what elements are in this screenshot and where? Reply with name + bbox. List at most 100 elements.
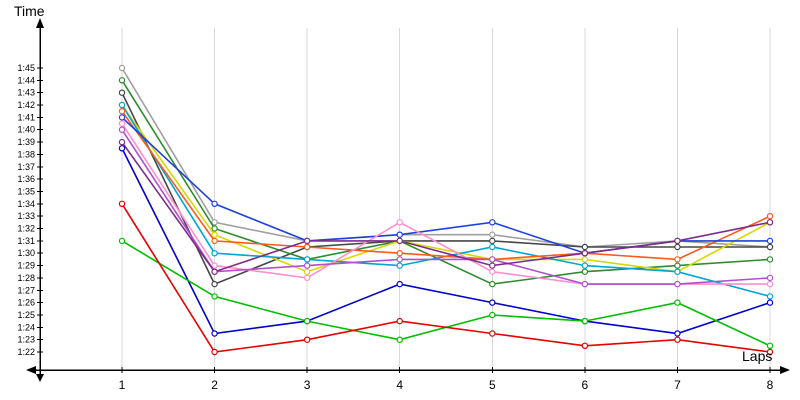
data-point-bright-green bbox=[118, 237, 126, 245]
data-point-pink bbox=[489, 268, 496, 275]
y-tick-label: 1:35 bbox=[17, 186, 35, 196]
data-point-pink bbox=[396, 219, 403, 226]
data-point-navy-blue bbox=[766, 299, 774, 306]
y-tick-label: 1:26 bbox=[17, 298, 35, 308]
data-point-cyan bbox=[674, 268, 681, 275]
y-tick-label: 1:27 bbox=[17, 285, 35, 295]
x-axis-left-arrow bbox=[26, 366, 36, 374]
data-point-cyan bbox=[766, 293, 774, 300]
data-point-red bbox=[581, 342, 589, 349]
series-line-purple bbox=[121, 141, 771, 273]
x-tick-label: 4 bbox=[396, 378, 403, 392]
data-point-bright-green bbox=[396, 336, 403, 343]
data-point-purple bbox=[118, 138, 126, 146]
data-point-gray bbox=[489, 231, 496, 238]
y-tick-label: 1:24 bbox=[17, 322, 35, 332]
data-point-violet bbox=[766, 274, 774, 282]
data-point-orange bbox=[674, 256, 681, 263]
data-point-bright-green bbox=[211, 293, 218, 300]
data-point-violet bbox=[581, 280, 589, 288]
data-point-orange bbox=[118, 107, 126, 115]
data-point-red bbox=[211, 348, 218, 356]
data-point-bright-green bbox=[766, 342, 774, 349]
y-tick-label: 1:41 bbox=[17, 112, 35, 122]
data-point-royal-blue bbox=[118, 114, 126, 121]
y-tick-label: 1:43 bbox=[17, 88, 35, 98]
x-tick-label: 5 bbox=[489, 378, 496, 392]
data-point-violet bbox=[303, 262, 311, 269]
data-point-dark-green bbox=[211, 225, 218, 232]
series-line-yellow bbox=[121, 104, 771, 273]
data-point-orange bbox=[396, 249, 403, 257]
data-point-orange bbox=[766, 212, 774, 220]
y-tick-label: 1:29 bbox=[17, 261, 35, 271]
x-tick-label: 1 bbox=[119, 378, 126, 392]
y-tick-label: 1:40 bbox=[17, 125, 35, 135]
y-tick-label: 1:33 bbox=[17, 211, 35, 221]
data-point-navy-blue bbox=[211, 330, 218, 337]
data-point-pink bbox=[211, 262, 218, 269]
data-point-purple bbox=[489, 262, 496, 269]
data-point-dark-green bbox=[118, 77, 126, 84]
data-point-bright-green bbox=[489, 311, 496, 319]
data-point-cyan bbox=[303, 256, 311, 263]
y-axis-down-arrow bbox=[36, 374, 44, 382]
data-point-cyan bbox=[211, 249, 218, 257]
y-tick-label: 1:37 bbox=[17, 162, 35, 172]
y-tick-label: 1:39 bbox=[17, 137, 35, 147]
data-point-bright-green bbox=[674, 299, 681, 306]
data-point-bright-green bbox=[581, 317, 589, 325]
data-point-cyan bbox=[489, 243, 496, 251]
data-point-red bbox=[489, 330, 496, 337]
data-point-bright-green bbox=[303, 317, 311, 325]
y-tick-label: 1:25 bbox=[17, 310, 35, 320]
data-point-dark-gray bbox=[118, 89, 126, 96]
data-point-red bbox=[674, 336, 681, 343]
data-point-royal-blue bbox=[489, 219, 496, 226]
data-point-cyan bbox=[118, 101, 126, 109]
data-point-navy-blue bbox=[674, 330, 681, 337]
y-tick-label: 1:38 bbox=[17, 149, 35, 159]
data-point-gray bbox=[211, 219, 218, 226]
x-tick-label: 6 bbox=[582, 378, 589, 392]
series-line-cyan bbox=[121, 104, 771, 298]
y-tick-label: 1:28 bbox=[17, 273, 35, 283]
data-point-purple bbox=[581, 249, 589, 257]
data-point-yellow bbox=[581, 256, 589, 263]
series-line-red bbox=[121, 203, 771, 353]
y-tick-label: 1:30 bbox=[17, 248, 35, 258]
y-tick-label: 1:36 bbox=[17, 174, 35, 184]
data-point-purple bbox=[766, 219, 774, 226]
y-tick-label: 1:23 bbox=[17, 335, 35, 345]
data-point-dark-green bbox=[489, 280, 496, 288]
data-point-purple bbox=[396, 237, 403, 245]
data-point-dark-gray bbox=[766, 243, 774, 251]
y-tick-label: 1:22 bbox=[17, 347, 35, 357]
data-point-orange bbox=[303, 243, 311, 251]
series-line-gray bbox=[121, 67, 771, 248]
data-point-royal-blue bbox=[396, 231, 403, 238]
y-tick-label: 1:42 bbox=[17, 100, 35, 110]
series-line-violet bbox=[121, 129, 771, 285]
y-axis-up-arrow bbox=[36, 18, 44, 28]
data-point-yellow bbox=[303, 268, 311, 275]
x-tick-label: 8 bbox=[767, 378, 774, 392]
y-axis-title: Time bbox=[14, 3, 45, 19]
data-point-purple bbox=[674, 237, 681, 245]
data-point-purple bbox=[303, 237, 311, 245]
y-tick-label: 1:31 bbox=[17, 236, 35, 246]
data-point-red bbox=[766, 348, 774, 356]
data-point-cyan bbox=[581, 262, 589, 269]
data-point-gray bbox=[118, 64, 126, 72]
data-point-dark-gray bbox=[674, 243, 681, 251]
data-point-royal-blue bbox=[211, 200, 218, 207]
x-axis-right-arrow bbox=[780, 366, 790, 374]
data-point-navy-blue bbox=[396, 280, 403, 288]
data-point-dark-gray bbox=[581, 243, 589, 251]
data-point-dark-green bbox=[766, 256, 774, 263]
data-point-red bbox=[396, 317, 403, 325]
data-point-purple bbox=[211, 268, 218, 275]
data-point-violet bbox=[396, 256, 403, 263]
series-line-dark-gray bbox=[121, 92, 770, 286]
